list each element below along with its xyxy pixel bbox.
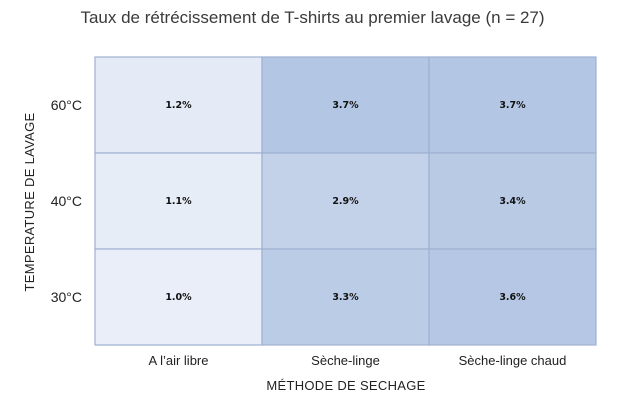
cell-value-label: 3.3% xyxy=(332,292,359,303)
y-tick-label: 60°C xyxy=(51,97,82,113)
cell-value-label: 3.7% xyxy=(499,100,526,111)
heatmap-cells: 1.2% 3.7% 3.7% 1.1% 2.9% 3.4% 1.0% 3.3% 3.6% xyxy=(94,56,597,346)
cell-value-label: 3.6% xyxy=(499,292,526,303)
heatmap-cell xyxy=(261,152,430,250)
x-axis-title: MÉTHODE DE SECHAGE xyxy=(266,378,425,393)
y-tick-label: 40°C xyxy=(51,193,82,209)
x-tick-label: A l’air libre xyxy=(149,353,209,368)
y-tick-labels: 60°C 40°C 30°C xyxy=(51,97,82,305)
heatmap-cell xyxy=(428,248,597,346)
cell-value-label: 1.0% xyxy=(165,292,192,303)
heatmap-cell xyxy=(261,248,430,346)
heatmap-cell xyxy=(428,56,597,154)
x-tick-label: Sèche-linge xyxy=(311,353,380,368)
heatmap-cell xyxy=(94,248,263,346)
x-tick-labels: A l’air libre Sèche-linge Sèche-linge chau… xyxy=(149,353,567,368)
cell-value-label: 2.9% xyxy=(332,196,359,207)
x-tick-label: Sèche-linge chaud xyxy=(459,353,567,368)
y-axis-title: TEMPERATURE DE LAVAGE xyxy=(22,113,37,292)
heatmap-cell xyxy=(428,152,597,250)
chart-title: Taux de rétrécissement de T-shirts au pr… xyxy=(80,8,545,27)
cell-value-label: 1.2% xyxy=(165,100,192,111)
cell-value-label: 1.1% xyxy=(165,196,192,207)
y-tick-label: 30°C xyxy=(51,289,82,305)
cell-value-label: 3.4% xyxy=(499,196,526,207)
cell-value-label: 3.7% xyxy=(332,100,359,111)
heatmap-cell xyxy=(94,152,263,250)
